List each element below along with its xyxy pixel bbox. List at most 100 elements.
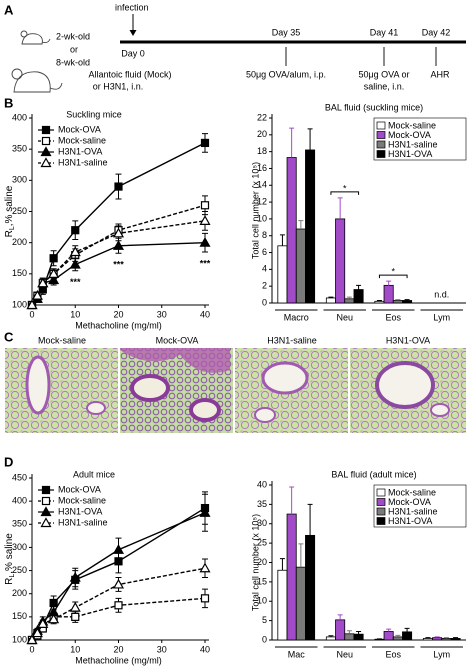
chart-title: Adult mice [73,469,115,479]
legend-box [373,117,467,161]
point [31,627,43,638]
histology-image [235,348,348,433]
annotation: n.d. [434,289,449,299]
point [69,246,81,257]
legend-marker [41,496,51,506]
y-tick-label: 100 [12,299,27,309]
step-label: or H3N1, i.n. [93,81,144,91]
mouse-label: 2-wk-old [56,31,90,41]
legend-label: Mock-OVA [388,130,431,140]
legend-label: H3N1-saline [58,517,108,527]
point [69,601,81,612]
point [112,227,125,238]
line [31,204,206,306]
legend-label: H3N1-saline [388,139,438,149]
point [69,258,81,269]
x-tick-label: 10 [70,644,80,654]
error-bar [356,630,362,635]
error-bar [298,220,304,229]
bar [450,638,461,641]
y-tick-label: 25 [257,538,267,548]
panel-label: B [4,95,13,110]
day-label: Day 42 [422,27,451,37]
x-tick-label: 30 [157,309,167,319]
point [48,268,60,278]
legend-label: H3N1-saline [58,157,108,167]
y-tick-label: 12 [257,196,267,206]
y-tick-label: 30 [257,518,267,528]
y-tick-label: 400 [12,112,27,122]
histology-image [350,348,466,433]
bar [305,534,316,641]
y-axis-label-part: R [4,578,15,585]
bar [335,218,346,304]
legend-swatch [376,140,386,149]
legend-swatch [376,507,386,516]
line [31,507,206,641]
legend-label: Mock-saline [388,487,436,497]
y-axis-label-part: L [9,574,16,578]
bar [374,638,385,641]
timeline: 2-wk-old or 8-wk-old infection Day 0 Day… [11,2,466,93]
x-tick-label: Lym [433,312,450,322]
significance-bracket [330,191,360,195]
y-axis-label: RL,% saline [4,185,16,237]
point [71,612,80,621]
y-tick-label: 300 [12,542,27,552]
y-tick-label: 6 [262,247,267,257]
x-tick-label: 10 [70,309,80,319]
x-tick-label: Neu [336,649,353,659]
bar [277,245,288,304]
point [49,254,58,263]
y-axis-label-part: ,% saline [4,185,15,226]
legend-swatch [376,488,386,497]
mouse-icon [11,30,63,93]
point [199,562,211,573]
annotation: * [343,183,347,193]
error-bar [386,628,392,632]
infection-label: infection [115,2,149,12]
image-label: Mock-OVA [156,335,199,345]
error-bar [425,637,431,639]
y-tick-label: 200 [12,588,27,598]
y-tick-label: 10 [257,213,267,223]
legend-label: H3N1-OVA [388,149,432,159]
legend-label: H3N1-OVA [388,516,432,526]
y-tick-label: 20 [257,557,267,567]
image-label: H3N1-OVA [386,335,430,345]
bar [383,631,394,641]
error-bar [404,627,410,632]
y-tick-label: 16 [257,163,267,173]
bar [286,513,297,641]
legend-label: Mock-saline [388,120,436,130]
bar [432,637,443,641]
legend-marker [41,485,51,495]
error-bar [298,543,304,568]
point [31,289,43,300]
bar [277,569,288,641]
error-bar [337,614,343,620]
y-tick-label: 5 [262,615,267,625]
x-tick-label: 40 [200,309,210,319]
error-bar [279,558,285,571]
bar [335,619,346,641]
error-bar [289,127,295,158]
error-bar [386,280,392,286]
bar [295,228,306,304]
histology-image [120,348,233,433]
image-label: H3N1-saline [267,335,317,345]
x-tick-label: Eos [385,312,401,322]
x-tick-label: Mac [288,649,306,659]
error-bar [328,635,334,637]
point [114,601,123,610]
image-label: Mock-saline [38,335,86,345]
point [26,299,38,310]
point [200,594,210,603]
annotation: *** [70,277,81,287]
point [200,138,210,148]
bar [402,300,413,304]
legend-label: H3N1-OVA [58,506,102,516]
series [26,558,211,645]
point [199,215,211,225]
step-label: saline, i.n. [364,81,405,91]
